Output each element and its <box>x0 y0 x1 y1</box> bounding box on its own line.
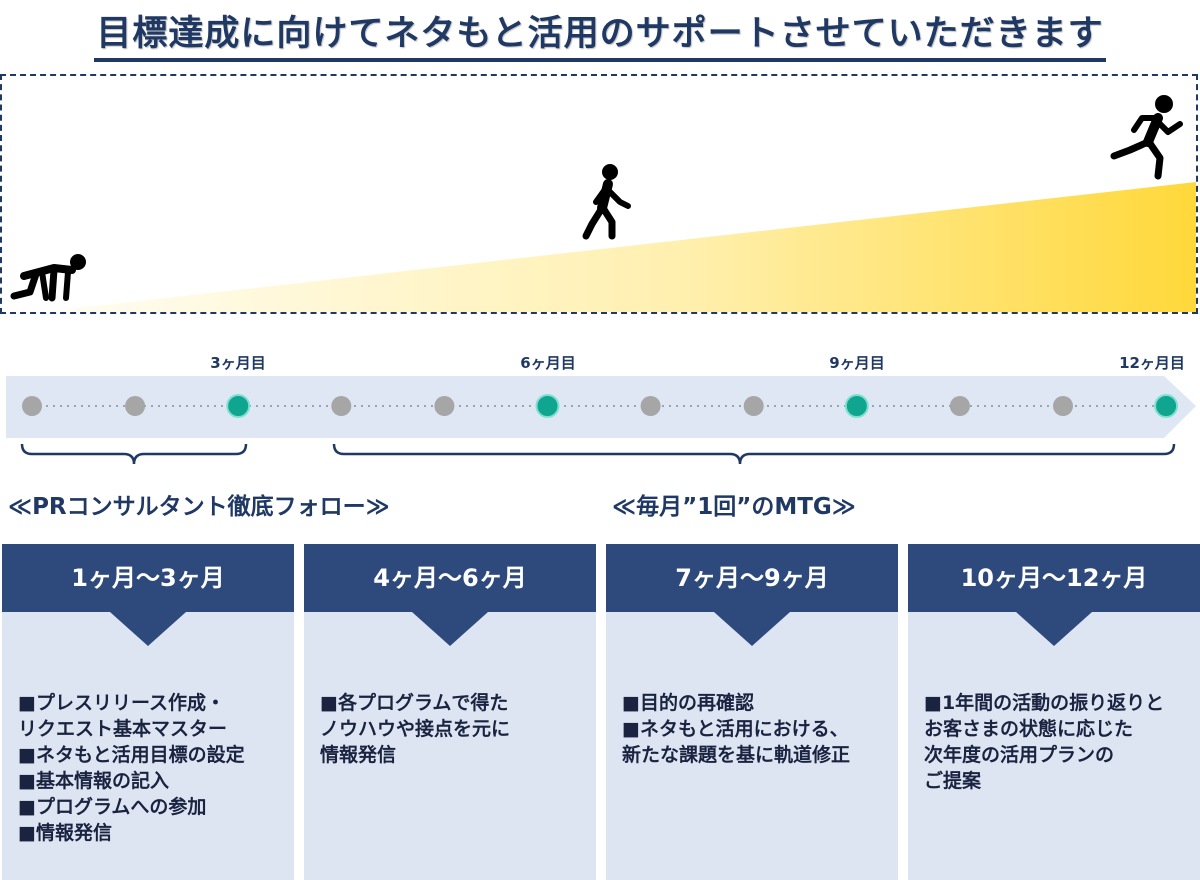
card-arrow <box>1016 612 1092 646</box>
card-arrow <box>714 612 790 646</box>
card-header: 4ヶ月～6ヶ月 <box>304 544 596 612</box>
phase-card-1: 1ヶ月～3ヶ月 ■プレスリリース作成・ リクエスト基本マスター ■ネタもと活用目… <box>2 544 294 880</box>
phase-label-mtg: ≪毎月”1回”のMTG≫ <box>612 494 856 520</box>
timeline-dot <box>434 396 455 416</box>
brace-phase-2 <box>332 443 1176 465</box>
card-body: ■各プログラムで得た ノウハウや接点を元に 情報発信 <box>320 690 588 768</box>
phase-braces <box>20 443 1176 465</box>
timeline-dot <box>331 396 352 416</box>
timeline-dot <box>125 396 146 416</box>
crouching-runner-icon <box>10 254 86 302</box>
month-label-6: 6ヶ月目 <box>520 354 576 372</box>
card-header: 10ヶ月～12ヶ月 <box>908 544 1200 612</box>
timeline-dot <box>640 396 661 416</box>
page-title-wrap: 目標達成に向けてネタもと活用のサポートさせていただきます <box>0 12 1200 62</box>
card-body: ■目的の再確認 ■ネタもと活用における、 新たな課題を基に軌道修正 <box>622 690 890 768</box>
running-person-icon <box>1110 95 1183 180</box>
phase-card-3: 7ヶ月～9ヶ月 ■目的の再確認 ■ネタもと活用における、 新たな課題を基に軌道修… <box>606 544 898 880</box>
month-label-3: 3ヶ月目 <box>210 354 266 372</box>
phase-card-4: 10ヶ月～12ヶ月 ■1年間の活動の振り返りと お客さまの状態に応じた 次年度の… <box>908 544 1200 880</box>
card-arrow <box>412 612 488 646</box>
card-line: ■ネタもと活用における、 <box>622 718 849 740</box>
card-line: お客さまの状態に応じた <box>924 718 1134 740</box>
card-header: 1ヶ月～3ヶ月 <box>2 544 294 612</box>
timeline-dot <box>743 396 764 416</box>
card-line: ■1年間の活動の振り返りと <box>924 692 1165 714</box>
card-line: ■ネタもと活用目標の設定 <box>18 744 245 766</box>
page-title: 目標達成に向けてネタもと活用のサポートさせていただきます <box>94 12 1106 62</box>
growth-area <box>0 74 1198 314</box>
card-line: ■プレスリリース作成・ <box>18 692 226 714</box>
card-header: 7ヶ月～9ヶ月 <box>606 544 898 612</box>
walking-person-icon <box>582 164 631 240</box>
timeline-dot <box>1053 396 1073 416</box>
timeline-dot-milestone <box>226 394 251 418</box>
card-arrow <box>110 612 186 646</box>
card-line: ■プログラムへの参加 <box>18 796 207 818</box>
card-line: ■各プログラムで得た <box>320 692 509 714</box>
card-line: ■目的の再確認 <box>622 692 754 714</box>
card-body: ■プレスリリース作成・ リクエスト基本マスター ■ネタもと活用目標の設定 ■基本… <box>18 690 286 846</box>
card-line: ■基本情報の記入 <box>18 770 169 792</box>
card-line: 次年度の活用プランの <box>924 744 1115 766</box>
card-line: 情報発信 <box>320 744 397 766</box>
card-line: ご提案 <box>924 770 982 792</box>
card-body: ■1年間の活動の振り返りと お客さまの状態に応じた 次年度の活用プランの ご提案 <box>924 690 1192 794</box>
timeline-dot-milestone <box>535 394 560 418</box>
timeline-dot-milestone <box>1154 394 1179 418</box>
month-label-9: 9ヶ月目 <box>829 354 885 372</box>
timeline-arrow <box>6 376 1196 438</box>
timeline-dot <box>22 396 42 416</box>
month-label-12: 12ヶ月目 <box>1119 354 1185 372</box>
phase-card-2: 4ヶ月～6ヶ月 ■各プログラムで得た ノウハウや接点を元に 情報発信 <box>304 544 596 880</box>
card-line: リクエスト基本マスター <box>18 718 228 740</box>
card-line: ■情報発信 <box>18 822 112 844</box>
phase-label-consultant: ≪PRコンサルタント徹底フォロー≫ <box>8 494 390 520</box>
card-line: ノウハウや接点を元に <box>320 718 511 740</box>
timeline-dot-milestone <box>844 394 869 418</box>
growth-wedge <box>42 182 1196 312</box>
brace-phase-1 <box>20 443 248 465</box>
timeline-dot <box>949 396 970 416</box>
card-line: 新たな課題を基に軌道修正 <box>622 744 851 766</box>
timeline-dots <box>22 394 1179 418</box>
